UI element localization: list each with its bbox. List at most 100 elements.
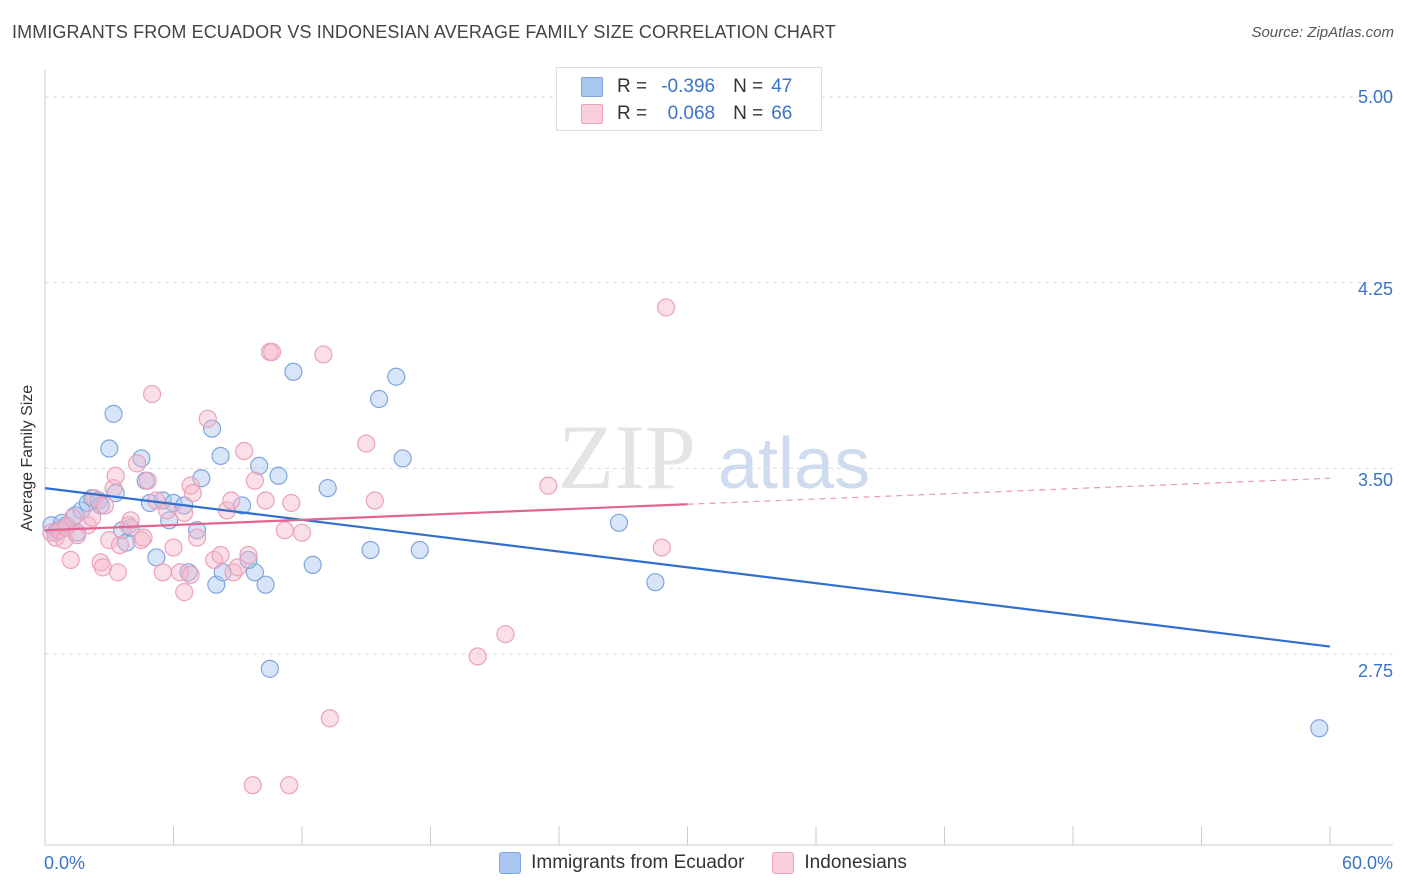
ecuador-point bbox=[187, 521, 207, 540]
ecuador-point bbox=[260, 659, 279, 678]
axes bbox=[44, 70, 1393, 846]
indonesian-point bbox=[656, 298, 676, 317]
x-tick-label-max: 60.0% bbox=[1342, 853, 1393, 873]
indonesian-point bbox=[61, 550, 80, 570]
ecuador-point bbox=[256, 575, 275, 594]
indonesian-point bbox=[142, 384, 162, 404]
indonesian-point bbox=[187, 528, 207, 547]
legend-label-ecuador: Immigrants from Ecuador bbox=[531, 852, 745, 873]
indonesian-point bbox=[95, 496, 115, 515]
indonesian-point bbox=[106, 466, 125, 485]
indonesian-point bbox=[138, 471, 157, 490]
ecuador-point bbox=[250, 456, 269, 475]
indonesian-point bbox=[175, 583, 194, 602]
legend-row-ecuador: R = -0.396 N = 47 bbox=[581, 75, 792, 99]
legend-r-label: R = bbox=[617, 76, 648, 97]
legend-r-value: 0.068 bbox=[667, 103, 716, 124]
indonesian-point bbox=[262, 342, 282, 362]
watermark-atlas: atlas bbox=[718, 424, 870, 504]
ecuador-point bbox=[361, 540, 380, 560]
chart-title: IMMIGRANTS FROM ECUADOR VS INDONESIAN AV… bbox=[12, 22, 836, 42]
legend-n-label: N = bbox=[733, 76, 764, 97]
indonesian-point bbox=[183, 483, 202, 503]
tick-labels: 0.0% 60.0% 5.00 4.25 3.50 2.75 bbox=[44, 87, 1393, 873]
ecuador-point bbox=[239, 550, 258, 570]
y-tick-label-275: 2.75 bbox=[1358, 661, 1393, 681]
indonesian-point bbox=[245, 471, 264, 490]
ecuador-point bbox=[269, 466, 288, 485]
indonesian-point bbox=[132, 531, 151, 550]
legend-item-ecuador[interactable]: Immigrants from Ecuador bbox=[499, 852, 744, 874]
indonesian-point bbox=[539, 476, 558, 495]
indonesian-point bbox=[222, 491, 241, 510]
trend-line-ecuador bbox=[44, 487, 1331, 648]
legend-label-indonesian: Indonesians bbox=[804, 852, 907, 873]
legend-swatch-ecuador bbox=[581, 77, 603, 97]
y-tick-label-425: 4.25 bbox=[1358, 279, 1393, 299]
ecuador-point bbox=[646, 573, 665, 592]
legend-swatch-indonesian bbox=[772, 852, 795, 874]
indonesian-point bbox=[181, 476, 200, 495]
series-indonesian-points bbox=[42, 298, 676, 795]
legend-n-value: 47 bbox=[771, 76, 793, 97]
indonesian-point bbox=[228, 558, 247, 577]
legend-swatch-indonesian bbox=[581, 104, 603, 124]
legend-n-value: 66 bbox=[771, 103, 793, 124]
indonesian-point bbox=[652, 538, 671, 557]
indonesian-point bbox=[275, 521, 294, 540]
trend-line-indonesian bbox=[44, 503, 688, 532]
watermark-zip: ZIP bbox=[558, 406, 696, 508]
indonesian-point bbox=[198, 409, 217, 428]
indonesian-point bbox=[496, 625, 515, 644]
trend-lines bbox=[44, 477, 1331, 648]
indonesian-point bbox=[170, 563, 190, 582]
ecuador-point bbox=[370, 389, 389, 409]
legend-item-indonesian[interactable]: Indonesians bbox=[772, 852, 907, 874]
indonesian-point bbox=[100, 531, 119, 550]
ecuador-point bbox=[303, 555, 322, 574]
ecuador-point bbox=[318, 479, 337, 498]
indonesian-point bbox=[134, 528, 153, 547]
watermark: ZIP atlas bbox=[558, 406, 870, 508]
legend-n-label: N = bbox=[733, 103, 764, 124]
grid-lines bbox=[45, 96, 1393, 655]
indonesian-point bbox=[320, 709, 339, 728]
indonesian-point bbox=[121, 511, 140, 530]
legend-r-label: R = bbox=[617, 103, 648, 124]
ecuador-point bbox=[387, 367, 406, 386]
ecuador-point bbox=[393, 449, 412, 468]
indonesian-point bbox=[292, 523, 312, 542]
indonesian-point bbox=[181, 565, 200, 584]
indonesian-point bbox=[83, 508, 102, 527]
ecuador-point bbox=[104, 404, 123, 423]
indonesian-point bbox=[63, 508, 82, 527]
ecuador-point bbox=[211, 446, 230, 466]
legend-swatch-ecuador bbox=[499, 852, 522, 874]
ecuador-point bbox=[91, 496, 110, 515]
legend-row-indonesian: R = 0.068 N = 66 bbox=[581, 102, 792, 126]
y-tick-label-350: 3.50 bbox=[1358, 470, 1393, 490]
indonesian-point bbox=[57, 518, 76, 537]
ecuador-point bbox=[100, 439, 119, 458]
source-label: Source: ZipAtlas.com bbox=[1251, 24, 1394, 41]
ecuador-point bbox=[284, 362, 303, 381]
indonesian-point bbox=[211, 545, 230, 565]
indonesian-point bbox=[468, 647, 487, 666]
trend-line-indonesian-extension bbox=[687, 477, 1331, 505]
indonesian-point bbox=[108, 563, 127, 582]
indonesian-point bbox=[314, 345, 333, 364]
indonesian-point bbox=[239, 545, 258, 565]
legend-r-value: -0.396 bbox=[661, 76, 716, 97]
x-tick-label-min: 0.0% bbox=[44, 853, 85, 873]
ecuador-point bbox=[410, 540, 429, 560]
indonesian-point bbox=[282, 493, 301, 513]
indonesian-point bbox=[235, 441, 254, 461]
indonesian-point bbox=[243, 776, 262, 795]
indonesian-point bbox=[256, 491, 275, 510]
indonesian-point bbox=[153, 563, 172, 582]
ecuador-point bbox=[1310, 719, 1329, 738]
ecuador-point bbox=[192, 469, 211, 488]
y-tick-label-500: 5.00 bbox=[1358, 87, 1393, 107]
ecuador-point bbox=[609, 513, 629, 532]
